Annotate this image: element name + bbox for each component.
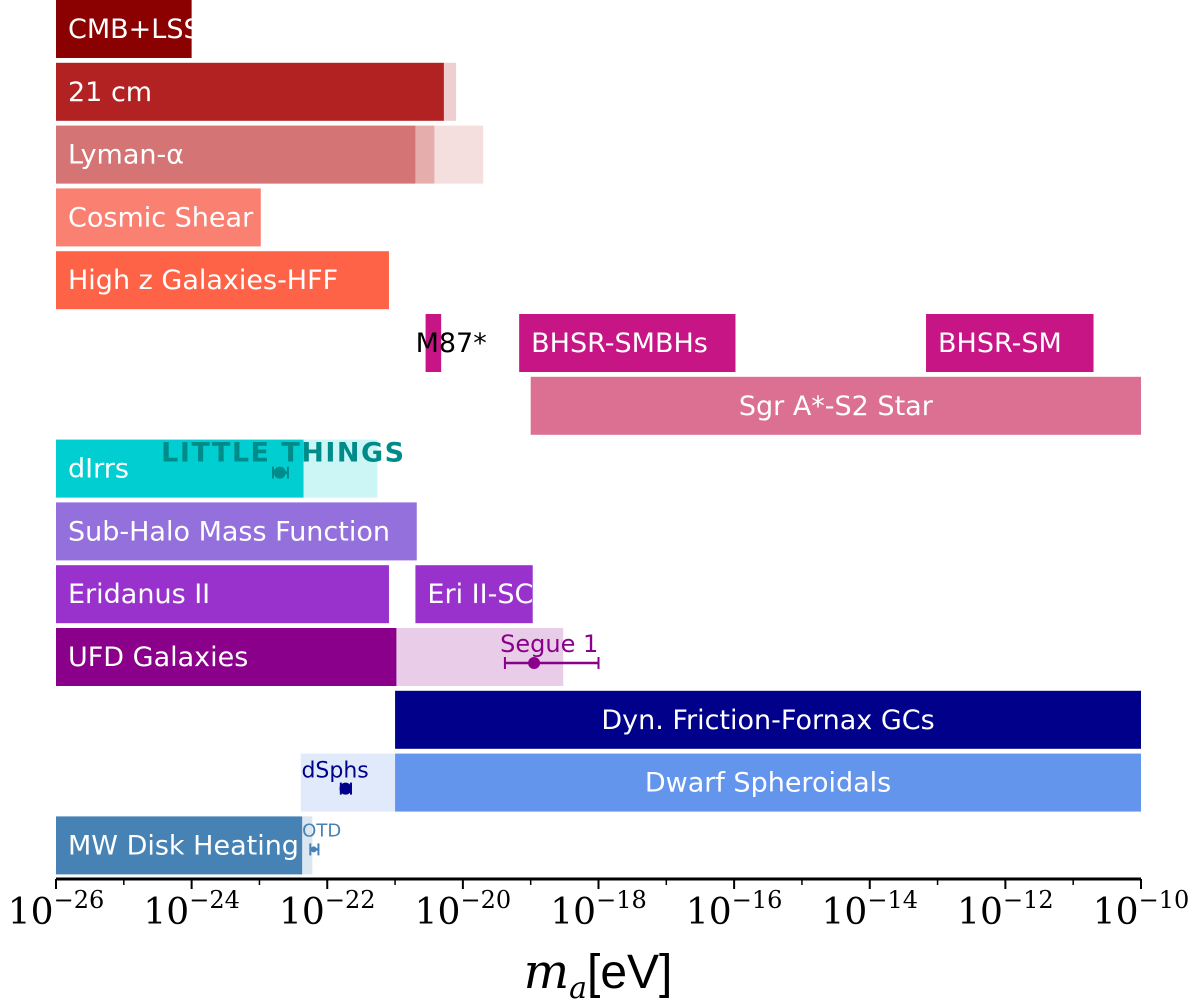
- bar-segment: [425, 314, 442, 372]
- point-marker: [528, 657, 541, 669]
- x-tick-label: 10−14: [822, 886, 918, 933]
- x-tick-label: 10−24: [143, 886, 239, 933]
- bar-segment: [56, 62, 444, 121]
- bar-segment: [56, 565, 389, 624]
- bar-label-m87: M87*: [416, 328, 487, 359]
- bar-rows: CMB+LSS 21 cm Lyman-α Cosmic Shear High z Ga…: [56, 0, 1141, 875]
- x-tick-label: 10−10: [1093, 886, 1189, 933]
- bar-segment: [396, 628, 564, 686]
- row-21-cm: 21 cm: [56, 62, 457, 121]
- bar-segment: [415, 125, 435, 184]
- row-row5: M87* BHSR-SMBHs BHSR-SM: [416, 314, 1094, 372]
- x-tick-label: 10−18: [550, 886, 646, 933]
- row-dirrs: dIrrs: [56, 439, 378, 498]
- row-label-21-cm: 21 cm: [68, 77, 152, 108]
- bar-segment: [300, 753, 396, 812]
- row-label-high-z-galaxies-hff: High z Galaxies-HFF: [68, 265, 338, 296]
- row-cmb-lss: CMB+LSS: [56, 0, 201, 58]
- point-label-otd: OTD: [302, 820, 341, 841]
- point-label-little-things: LITTLE THINGS: [161, 438, 406, 469]
- bar-segment: [56, 0, 192, 58]
- point-marker: [339, 782, 352, 795]
- bar-segment: [56, 251, 389, 310]
- bar-label-bhsr-smbhs: BHSR-SMBHs: [531, 328, 708, 359]
- bar-segment: [443, 62, 457, 121]
- bar-segment: [56, 816, 303, 875]
- row-row12: Dwarf Spheroidals: [300, 753, 1141, 812]
- bar-segment: [530, 376, 1141, 435]
- bar-segment: [56, 125, 416, 184]
- bar-segment: [434, 125, 484, 184]
- bar-segment: [303, 439, 378, 498]
- bar-label-eri-ii-sc: Eri II-SC: [427, 579, 533, 610]
- point-segue-1: Segue 1: [500, 630, 600, 669]
- bar-label-sgr-a-s2-star: Sgr A*-S2 Star: [739, 391, 934, 422]
- point-label-dsphs: dSphs: [301, 759, 368, 784]
- x-tick-label: 10−20: [415, 886, 511, 933]
- point-marker: [273, 466, 286, 479]
- bar-segment: [415, 565, 533, 624]
- row-label-ufd-galaxies: UFD Galaxies: [68, 642, 248, 673]
- row-row11: Dyn. Friction-Fornax GCs: [395, 690, 1141, 749]
- row-high-z-galaxies-hff: High z Galaxies-HFF: [56, 251, 389, 310]
- bar-segment: [56, 628, 397, 686]
- x-axis-title: ma[eV]: [524, 944, 673, 1006]
- row-label-lyman: Lyman-α: [68, 140, 184, 171]
- bar-segment: [395, 690, 1141, 749]
- bar-label-dyn-friction-fornax-gcs: Dyn. Friction-Fornax GCs: [601, 705, 934, 736]
- row-cosmic-shear: Cosmic Shear: [56, 188, 261, 247]
- bar-segment: [302, 816, 313, 875]
- row-eridanus-ii: Eri II-SC Eridanus II: [56, 565, 533, 624]
- row-row6: Sgr A*-S2 Star: [530, 376, 1141, 435]
- point-label-segue-1: Segue 1: [500, 630, 598, 658]
- point-otd: OTD: [302, 820, 341, 856]
- x-tick-label: 10−22: [279, 886, 375, 933]
- bar-segment: [56, 502, 417, 561]
- point-marker: [310, 846, 317, 853]
- point-dsphs: dSphs: [301, 759, 369, 795]
- row-label-eridanus-ii: Eridanus II: [68, 579, 210, 610]
- row-ufd-galaxies: UFD Galaxies: [56, 628, 564, 686]
- bar-segment: [519, 314, 736, 372]
- row-label-cmb-lss: CMB+LSS: [68, 14, 201, 45]
- x-tick-label: 10−16: [686, 886, 782, 933]
- row-lyman: Lyman-α: [56, 125, 484, 184]
- row-label-mw-disk-heating: MW Disk Heating: [68, 830, 299, 861]
- row-sub-halo-mass-function: Sub-Halo Mass Function: [56, 502, 417, 561]
- x-tick-label: 10−12: [957, 886, 1053, 933]
- bar-label-bhsr-sm: BHSR-SM: [938, 328, 1062, 359]
- row-mw-disk-heating: MW Disk Heating: [56, 816, 313, 875]
- bar-segment: [56, 188, 261, 247]
- bar-segment: [395, 753, 1141, 812]
- x-tick-label: 10−26: [8, 886, 104, 933]
- point-little-things: LITTLE THINGS: [161, 438, 406, 479]
- row-label-cosmic-shear: Cosmic Shear: [68, 202, 254, 233]
- bar-label-dwarf-spheroidals: Dwarf Spheroidals: [645, 768, 891, 799]
- row-label-sub-halo-mass-function: Sub-Halo Mass Function: [68, 516, 390, 547]
- x-axis: 10−26 10−24 10−22 10−20 10−18 10−16 10−14 10−12…: [8, 877, 1189, 933]
- row-label-dirrs: dIrrs: [68, 454, 129, 485]
- error-points: LITTLE THINGS Segue 1 dSphs OTD: [161, 438, 600, 856]
- bar-segment: [56, 439, 304, 498]
- bar-segment: [926, 314, 1094, 372]
